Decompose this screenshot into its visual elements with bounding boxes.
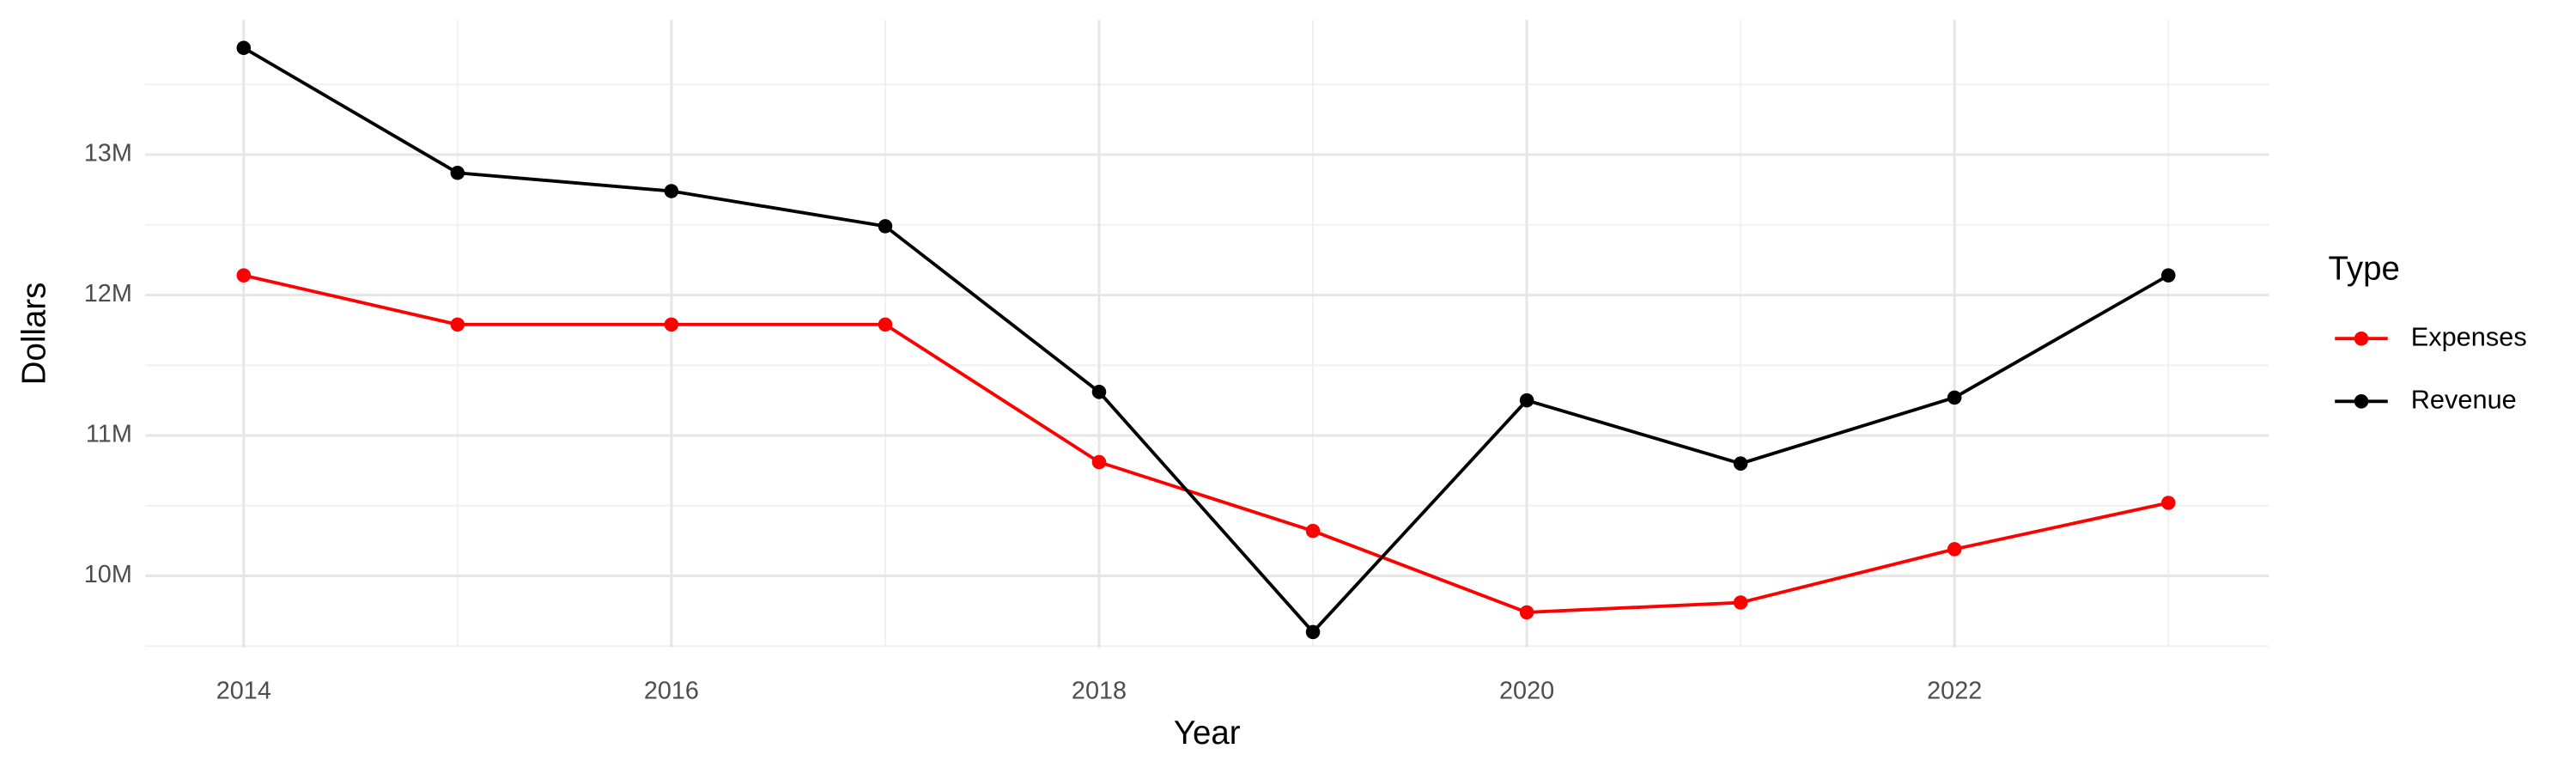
- legend-label: Revenue: [2411, 384, 2517, 414]
- legend-label: Expenses: [2411, 321, 2527, 351]
- y-tick-label: 10M: [84, 561, 132, 588]
- y-tick-label: 13M: [84, 140, 132, 167]
- data-point: [2160, 268, 2176, 283]
- x-tick-label: 2020: [1499, 677, 1554, 704]
- data-point: [1947, 390, 1962, 405]
- legend-title: Type: [2329, 251, 2400, 288]
- x-tick-label: 2014: [216, 677, 271, 704]
- data-point: [450, 317, 465, 332]
- x-axis-title: Year: [1174, 715, 1241, 752]
- y-axis-title: Dollars: [15, 283, 52, 386]
- data-point: [1519, 393, 1534, 408]
- data-point: [1091, 385, 1107, 399]
- y-tick-label: 12M: [84, 280, 132, 307]
- x-tick-label: 2016: [644, 677, 699, 704]
- x-tick-label: 2022: [1927, 677, 1982, 704]
- data-point: [1091, 454, 1107, 470]
- data-point: [2160, 496, 2176, 510]
- data-point: [664, 317, 679, 332]
- data-point: [450, 166, 465, 180]
- data-point: [1733, 456, 1748, 471]
- data-point: [1305, 624, 1321, 640]
- data-point: [1305, 523, 1321, 539]
- data-point: [878, 317, 893, 332]
- x-tick-label: 2018: [1072, 677, 1127, 704]
- data-point: [1733, 595, 1748, 610]
- data-point: [236, 40, 252, 56]
- series-line: [242, 46, 2170, 635]
- legend-marker: [2354, 331, 2369, 346]
- series-line: [243, 273, 2169, 614]
- legend-marker: [2354, 394, 2369, 409]
- data-point: [1519, 605, 1534, 620]
- data-point: [664, 184, 679, 198]
- data-point: [878, 219, 893, 234]
- data-point: [236, 268, 252, 283]
- data-point: [1947, 542, 1962, 557]
- y-tick-label: 11M: [86, 421, 132, 448]
